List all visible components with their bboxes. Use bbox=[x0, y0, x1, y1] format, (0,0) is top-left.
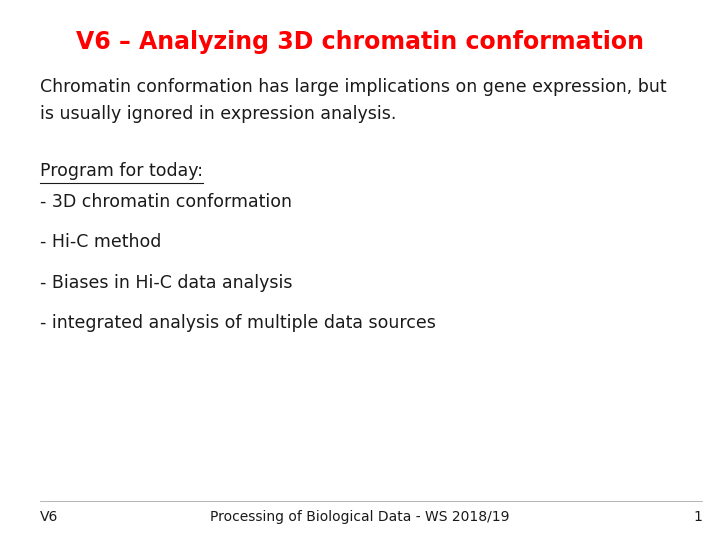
Text: - 3D chromatin conformation: - 3D chromatin conformation bbox=[40, 193, 292, 211]
Text: 1: 1 bbox=[693, 510, 702, 524]
Text: - integrated analysis of multiple data sources: - integrated analysis of multiple data s… bbox=[40, 314, 436, 332]
Text: Chromatin conformation has large implications on gene expression, but: Chromatin conformation has large implica… bbox=[40, 78, 666, 96]
Text: Program for today:: Program for today: bbox=[40, 162, 202, 180]
Text: - Biases in Hi-C data analysis: - Biases in Hi-C data analysis bbox=[40, 274, 292, 292]
Text: is usually ignored in expression analysis.: is usually ignored in expression analysi… bbox=[40, 105, 396, 123]
Text: - Hi-C method: - Hi-C method bbox=[40, 233, 161, 251]
Text: Processing of Biological Data - WS 2018/19: Processing of Biological Data - WS 2018/… bbox=[210, 510, 510, 524]
Text: V6: V6 bbox=[40, 510, 58, 524]
Text: V6 – Analyzing 3D chromatin conformation: V6 – Analyzing 3D chromatin conformation bbox=[76, 30, 644, 53]
